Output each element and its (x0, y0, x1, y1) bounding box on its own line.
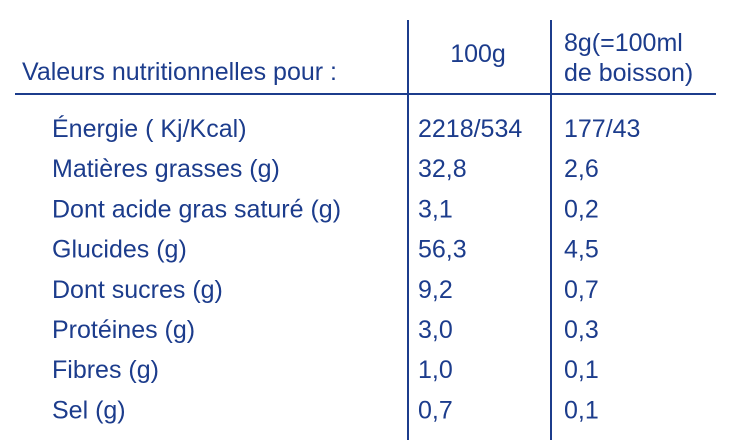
nutrient-name: Dont acide gras saturé (g) (52, 195, 341, 223)
value-100g: 3,0 (418, 316, 453, 344)
nutrient-name: Protéines (g) (52, 316, 195, 344)
value-serving: 177/43 (564, 115, 640, 143)
value-serving: 4,5 (564, 236, 599, 264)
value-100g: 32,8 (418, 155, 467, 183)
value-serving: 2,6 (564, 155, 599, 183)
value-100g: 56,3 (418, 236, 467, 264)
value-100g: 2218/534 (418, 115, 522, 143)
value-100g: 3,1 (418, 195, 453, 223)
header-col1: 100g (450, 40, 506, 68)
value-serving: 0,1 (564, 396, 599, 424)
header-label: Valeurs nutritionnelles pour : (22, 58, 337, 86)
nutrient-name: Glucides (g) (52, 236, 187, 264)
value-100g: 1,0 (418, 356, 453, 384)
nutrient-name: Sel (g) (52, 396, 126, 424)
value-100g: 9,2 (418, 276, 453, 304)
nutrient-name: Énergie ( Kj/Kcal) (52, 114, 247, 143)
value-100g: 0,7 (418, 396, 453, 424)
value-serving: 0,3 (564, 316, 599, 344)
nutrient-name: Fibres (g) (52, 356, 159, 384)
value-serving: 0,1 (564, 356, 599, 384)
nutrient-name: Dont sucres (g) (52, 276, 223, 304)
header-col2: de boisson) (564, 59, 693, 87)
nutrient-name: Matières grasses (g) (52, 155, 280, 183)
value-serving: 0,2 (564, 195, 599, 223)
value-serving: 0,7 (564, 276, 599, 304)
header-col2: 8g(=100ml (564, 29, 683, 57)
